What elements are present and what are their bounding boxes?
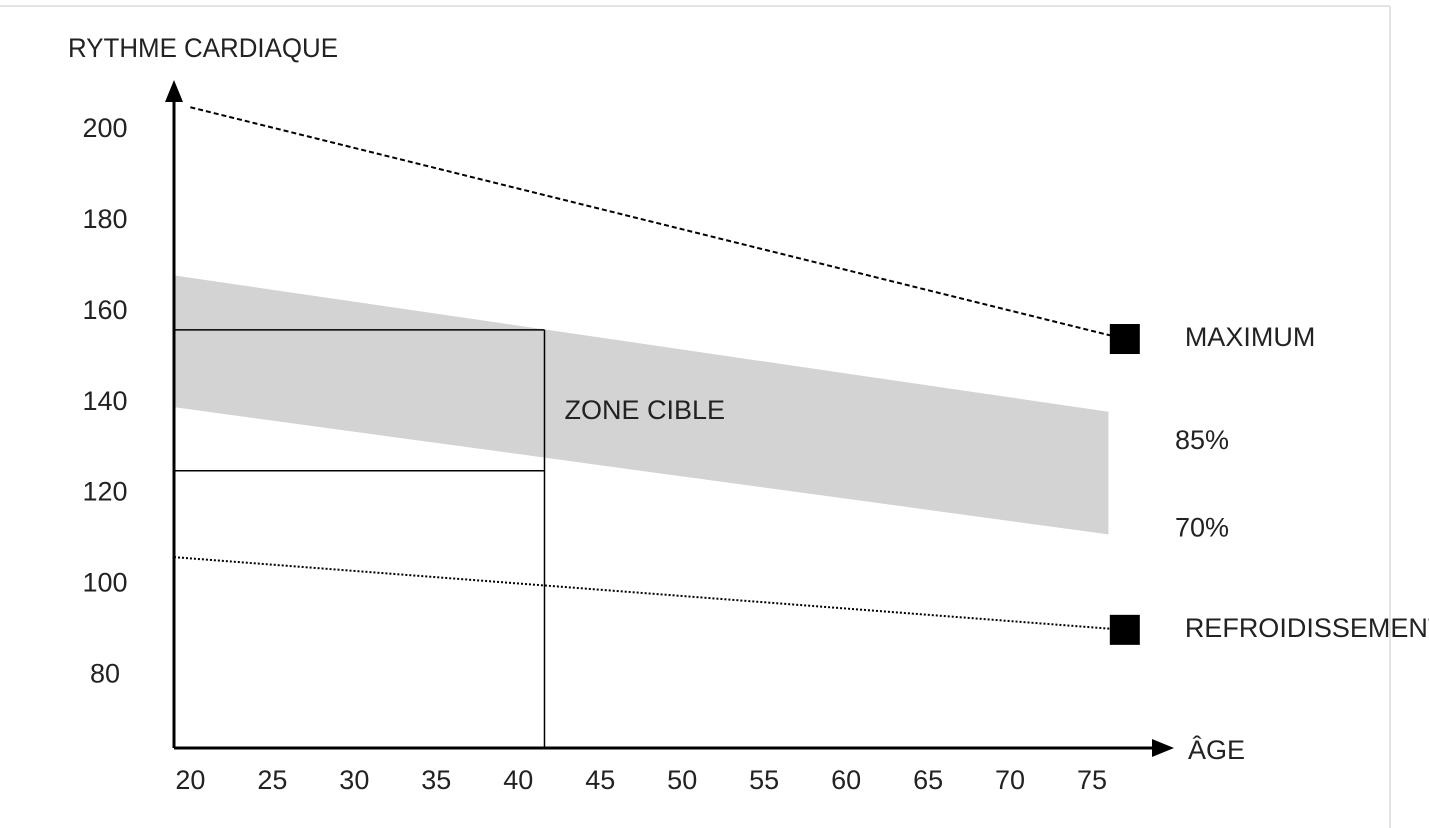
x-tick-label: 25	[257, 765, 287, 795]
x-tick-label: 75	[1077, 765, 1107, 795]
y-tick-label: 140	[82, 386, 127, 416]
x-tick-label: 40	[503, 765, 533, 795]
x-tick-label: 70	[995, 765, 1025, 795]
y-tick-label: 120	[82, 477, 127, 507]
y-tick-label: 80	[90, 658, 120, 688]
series-line	[173, 556, 1125, 631]
x-tick-label: 30	[339, 765, 369, 795]
x-tick-label: 65	[913, 765, 943, 795]
x-tick-label: 50	[667, 765, 697, 795]
y-axis-arrow	[165, 80, 183, 102]
y-tick-label: 180	[82, 204, 127, 234]
series-label: 85%	[1175, 425, 1229, 455]
series-marker	[1109, 614, 1140, 645]
zone-label: ZONE CIBLE	[564, 395, 725, 425]
series-line	[190, 106, 1126, 340]
x-axis-arrow	[1152, 739, 1174, 757]
x-tick-label: 60	[831, 765, 861, 795]
series-marker	[1109, 324, 1140, 355]
y-tick-label: 200	[82, 113, 127, 143]
series-label: REFROIDISSEMENT	[1185, 613, 1429, 643]
x-tick-label: 20	[175, 765, 205, 795]
x-axis-label: ÂGE	[1188, 734, 1245, 765]
y-axis-label: RYTHME CARDIAQUE	[68, 33, 338, 63]
series-label: 70%	[1175, 513, 1229, 543]
y-tick-label: 100	[82, 568, 127, 598]
x-tick-label: 55	[749, 765, 779, 795]
series-label: MAXIMUM	[1185, 322, 1316, 352]
x-tick-label: 35	[421, 765, 451, 795]
y-tick-label: 160	[82, 295, 127, 325]
target-band	[174, 275, 1109, 535]
x-tick-label: 45	[585, 765, 615, 795]
